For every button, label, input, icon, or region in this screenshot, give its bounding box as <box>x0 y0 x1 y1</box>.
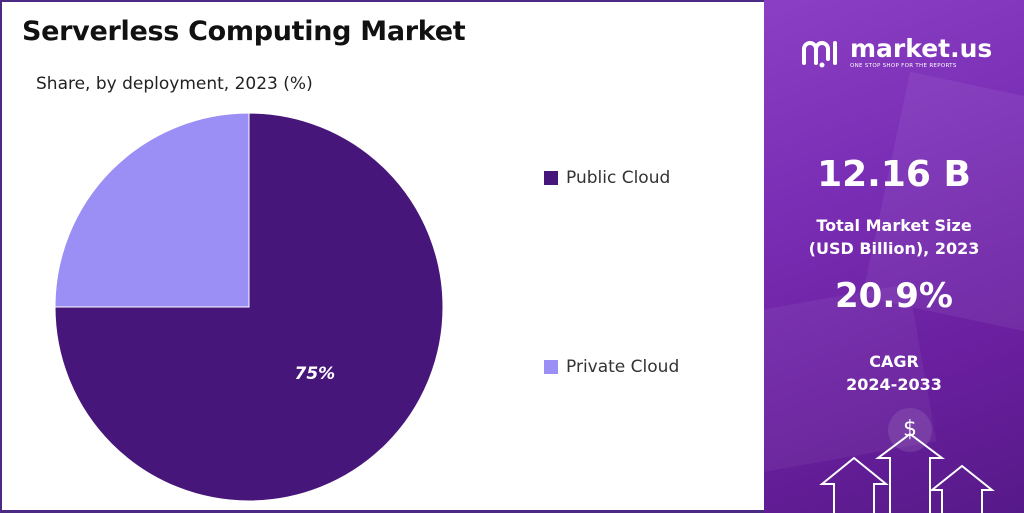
arrow-up-icon <box>819 432 995 513</box>
growth-arrows-graphic: $ <box>819 408 995 513</box>
market-size-label: Total Market Size (USD Billion), 2023 <box>764 214 1024 260</box>
legend-swatch-public-cloud <box>544 171 558 185</box>
chart-subtitle: Share, by deployment, 2023 (%) <box>36 74 313 94</box>
brand-tagline: ONE STOP SHOP FOR THE REPORTS <box>850 63 957 69</box>
pie-svg: 75% <box>54 112 444 502</box>
brand-name: market.us <box>850 34 993 63</box>
market-size-label-line1: Total Market Size <box>816 216 972 235</box>
market-size-label-line2: (USD Billion), 2023 <box>808 239 980 259</box>
logo-icon <box>802 40 837 67</box>
legend-label-private-cloud: Private Cloud <box>566 357 680 377</box>
cagr-value: 20.9% <box>835 276 953 316</box>
pie-slice-private-cloud <box>54 112 250 308</box>
brand-logo: market.us ONE STOP SHOP FOR THE REPORTS <box>800 36 992 69</box>
chart-title: Serverless Computing Market <box>22 16 466 47</box>
pie-data-label: 75% <box>294 364 335 384</box>
pie-chart: 75% <box>52 110 446 504</box>
market-size-value: 12.16 B <box>817 154 971 195</box>
pie-slice-public-cloud <box>54 112 444 502</box>
legend-swatch-private-cloud <box>544 360 558 374</box>
stats-panel: market.us ONE STOP SHOP FOR THE REPORTS … <box>764 0 1024 513</box>
chart-panel: Serverless Computing Market Share, by de… <box>0 0 764 513</box>
legend-item-public-cloud: Public Cloud <box>544 168 670 188</box>
cagr-label: CAGR 2024-2033 <box>764 350 1024 396</box>
cagr-label-line2: 2024-2033 <box>846 375 942 395</box>
legend-item-private-cloud: Private Cloud <box>544 357 679 377</box>
legend-label-public-cloud: Public Cloud <box>566 168 671 188</box>
cagr-label-line1: CAGR <box>869 352 919 371</box>
